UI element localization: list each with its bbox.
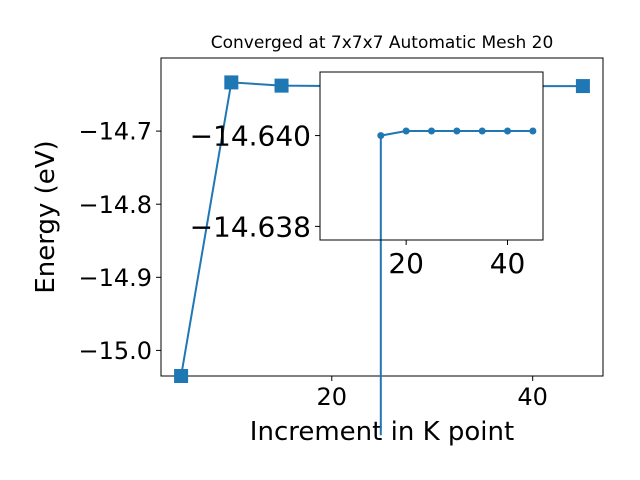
inset-series-line (379, 130, 533, 436)
main-y-tick-label: −14.8 (78, 191, 152, 219)
inset-plot-area (320, 72, 543, 240)
inset-x-tick-label: 40 (490, 247, 526, 280)
main-y-tick-label: −14.7 (78, 118, 152, 146)
inset-data-point (402, 127, 410, 135)
inset-data-point (377, 132, 385, 140)
main-axes-frame (160, 57, 604, 377)
main-data-point (224, 75, 239, 90)
y-axis-label: Energy (eV) (31, 140, 61, 293)
main-y-tick-label: −15.0 (78, 337, 152, 365)
inset-data-point (529, 127, 537, 135)
inset-data-point (428, 127, 435, 135)
inset-y-tick-label: −14.640 (190, 120, 311, 153)
inset-marks: 20 40 −14.640 −14.638 (190, 120, 537, 436)
main-x-tick-label: 40 (517, 383, 548, 411)
main-plot-area (160, 57, 604, 377)
main-y-tick-label: −14.9 (78, 264, 152, 292)
main-data-point (174, 369, 189, 383)
inset-data-point (478, 127, 486, 135)
main-x-tick-label: 20 (316, 383, 347, 411)
inset-background (320, 72, 543, 240)
inset-x-tick-label: 20 (388, 247, 424, 280)
main-data-point (274, 78, 289, 93)
inset-data-point (504, 127, 512, 135)
inset-y-tick-label: −14.638 (190, 210, 311, 243)
inset-data-point (453, 127, 461, 135)
main-data-point (575, 79, 590, 94)
chart-title: Converged at 7x7x7 Automatic Mesh 20 (211, 33, 554, 53)
x-axis-label: Increment in K point (250, 417, 514, 447)
inset-axes-frame (319, 71, 544, 241)
